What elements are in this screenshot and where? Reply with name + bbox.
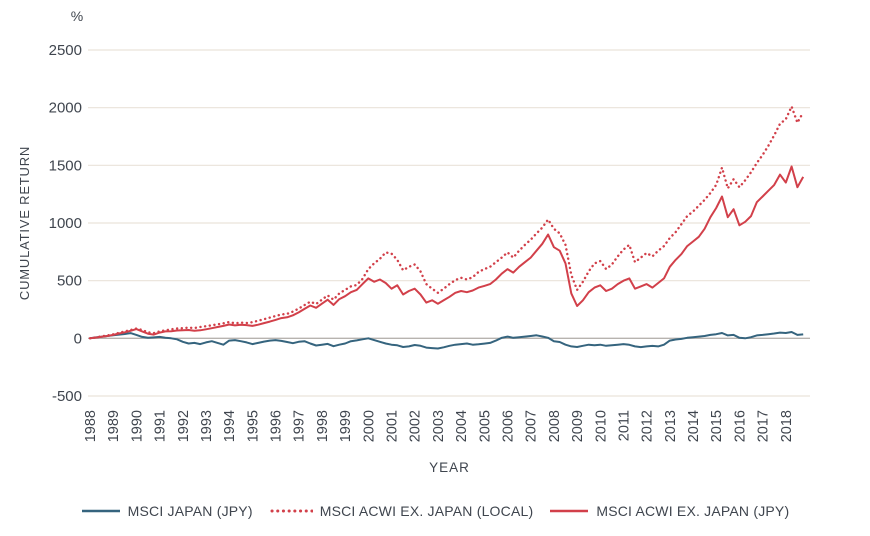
x-tick-label: 2003 [431,410,447,442]
solid-line-swatch-icon [81,509,120,513]
y-tick-label: 1500 [49,157,82,174]
x-tick-label: 1990 [129,410,145,442]
x-tick-label: 1997 [292,410,308,442]
x-tick-label: 2017 [756,410,772,442]
x-tick-label: 2015 [709,410,725,442]
series-line-msci-japan-jpy [89,331,804,350]
x-axis-title: YEAR [429,460,470,475]
x-tick-label: 2002 [408,410,424,442]
x-tick-label: 2012 [640,410,656,442]
x-tick-label: 1988 [83,410,99,442]
x-tick-label: 2014 [686,410,702,442]
legend-label: MSCI JAPAN (JPY) [127,503,253,519]
x-tick-label: 2010 [593,410,609,442]
x-tick-label: 1999 [338,410,354,442]
legend-item-msci-acwi-ex-japan-jpy: MSCI ACWI EX. JAPAN (JPY) [549,503,789,519]
legend: MSCI JAPAN (JPY) MSCI ACWI EX. JAPAN (LO… [0,503,870,519]
x-tick-label: 2018 [779,410,795,442]
x-tick-label: 2009 [570,410,586,442]
x-tick-label: 2001 [385,410,401,442]
x-tick-label: 1995 [245,410,261,442]
x-tick-label: 1991 [153,410,169,442]
x-tick-label: 2006 [500,410,516,442]
series-line-msci-acwi-ex-japan-local [88,105,805,340]
y-tick-label: -500 [52,388,82,405]
y-axis-unit-label: % [70,8,84,24]
x-tick-label: 1994 [222,410,238,442]
x-tick-label: 2004 [454,410,470,442]
y-tick-label: 2000 [49,100,82,117]
legend-label: MSCI ACWI EX. JAPAN (JPY) [596,503,790,519]
y-tick-label: 0 [74,330,82,347]
x-tick-label: 2000 [361,410,377,442]
x-tick-label: 1989 [106,410,122,442]
series-line-msci-acwi-ex-japan-jpy [89,165,805,340]
x-tick-label: 2007 [524,410,540,442]
y-tick-label: 1000 [49,215,82,232]
x-tick-label: 1996 [269,410,285,442]
y-tick-label: 2500 [49,42,82,59]
x-tick-label: 1993 [199,410,215,442]
legend-item-msci-japan-jpy: MSCI JAPAN (JPY) [81,503,253,519]
y-axis-title: CUMULATIVE RETURN [17,145,32,301]
legend-label: MSCI ACWI EX. JAPAN (LOCAL) [319,503,534,519]
x-tick-label: 2013 [663,410,679,442]
x-tick-label: 1992 [176,410,192,442]
x-tick-label: 2005 [477,410,493,442]
dotted-line-swatch-icon [270,509,313,513]
y-tick-label: 500 [57,273,82,290]
x-tick-label: 2008 [547,410,563,442]
legend-item-msci-acwi-ex-japan-local: MSCI ACWI EX. JAPAN (LOCAL) [269,503,534,519]
solid-line-swatch-icon [550,509,589,513]
x-tick-label: 2011 [616,410,632,441]
x-tick-label: 2016 [732,410,748,442]
x-tick-label: 1998 [315,410,331,442]
